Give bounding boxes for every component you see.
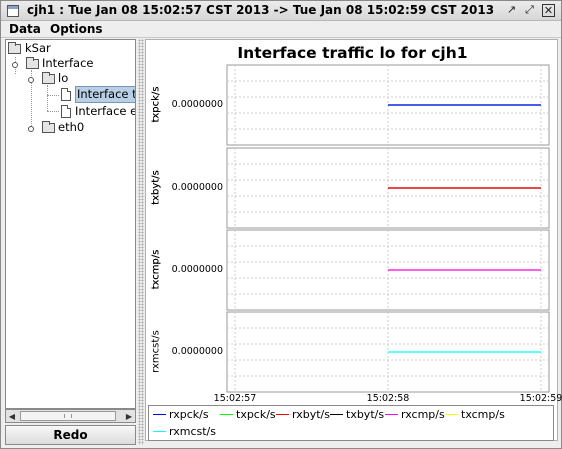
tree-item-label: lo (58, 71, 69, 85)
restore-icon[interactable]: ↗ (506, 3, 517, 16)
scroll-thumb[interactable] (20, 411, 116, 421)
legend-swatch (153, 413, 166, 415)
tree-horizontal-scrollbar[interactable]: ◀ ▶ (5, 409, 136, 423)
x-tick-label: 15:02:58 (366, 393, 410, 404)
legend-label: rxmcst/s (169, 425, 216, 438)
file-icon (61, 88, 71, 101)
y-axis-label-overlay: rxpck/s (150, 86, 162, 123)
legend-swatch (385, 413, 398, 415)
y-axis-label-overlay: rxcmp/s (150, 249, 162, 290)
folder-icon (42, 121, 55, 133)
legend-swatch (220, 413, 233, 415)
tree-item-label: Interface err (75, 104, 135, 118)
tree-toggle-icon[interactable] (28, 124, 35, 132)
y-tick-label: 0.0000000 (171, 182, 223, 193)
window-icon[interactable] (7, 5, 19, 17)
tree-item-label: Interface (42, 56, 94, 70)
chart-plot-area (226, 64, 550, 393)
window-title: cjh1 : Tue Jan 08 15:02:57 CST 2013 -> T… (27, 3, 495, 17)
chart-legend: rxpck/s txpck/s rxbyt/s txbyt/s rxcmp/s txcmp… (148, 405, 554, 441)
legend-label: txpck/s (236, 408, 276, 421)
menu-data[interactable]: Data (9, 22, 41, 36)
legend-item: txcmp/s (445, 408, 505, 421)
legend-item: rxmcst/s (153, 425, 216, 438)
file-icon (61, 105, 71, 118)
chart-title: Interface traffic lo for cjh1 (237, 44, 468, 62)
chart-panel: Interface traffic lo for cjh1 0.0000000 t… (145, 39, 562, 441)
menu-bar: Data Options (1, 21, 561, 38)
maximize-icon[interactable]: ⤢ (525, 3, 534, 16)
tree-item-interface[interactable]: Interface (8, 56, 128, 71)
tree-connector (47, 95, 59, 96)
tree-item-label: kSar (25, 41, 51, 55)
y-tick-label: 0.0000000 (171, 99, 223, 110)
tree-toggle-icon[interactable] (12, 60, 19, 68)
x-tick-label: 15:02:59 (519, 393, 562, 404)
tree-item-label: eth0 (58, 120, 85, 134)
split-pane-divider[interactable] (138, 39, 144, 445)
tree-item-interface-traffic[interactable]: Interface tra (8, 86, 135, 103)
legend-label: txcmp/s (461, 408, 505, 421)
x-tick-label: 15:02:57 (213, 393, 257, 404)
tree-item-label: Interface tra (75, 86, 135, 103)
title-bar[interactable]: cjh1 : Tue Jan 08 15:02:57 CST 2013 -> T… (1, 1, 561, 21)
legend-item: txbyt/s (330, 408, 384, 421)
tree-connector (47, 85, 48, 111)
y-axis-label-overlay: rxbyt/s (150, 170, 162, 205)
folder-icon (8, 42, 21, 54)
tree-item-interface-errors[interactable]: Interface err (8, 104, 135, 119)
legend-item: txpck/s (220, 408, 276, 421)
legend-label: rxpck/s (169, 408, 209, 421)
tree-connector (31, 70, 32, 126)
legend-swatch (445, 413, 458, 415)
menu-options[interactable]: Options (50, 22, 103, 36)
folder-icon (42, 72, 55, 84)
legend-label: rxbyt/s (292, 408, 330, 421)
folder-icon (26, 57, 39, 69)
tree-item-ksar[interactable]: kSar (8, 41, 128, 56)
tree-item-eth0[interactable]: eth0 (8, 120, 128, 135)
legend-label: rxcmp/s (401, 408, 445, 421)
redo-button[interactable]: Redo (5, 425, 136, 445)
legend-item: rxpck/s (153, 408, 209, 421)
legend-swatch (153, 430, 166, 432)
scroll-right-icon[interactable]: ▶ (125, 412, 133, 421)
legend-label: txbyt/s (346, 408, 385, 421)
tree-item-lo[interactable]: lo (8, 71, 128, 86)
y-axis-label: rxmcst/s (150, 330, 162, 373)
legend-item: rxcmp/s (385, 408, 445, 421)
tree-connector (47, 111, 59, 112)
close-icon[interactable]: ✕ (542, 4, 555, 17)
y-tick-label: 0.0000000 (171, 264, 223, 275)
legend-swatch (276, 413, 289, 415)
y-tick-label: 0.0000000 (171, 346, 223, 357)
tree-panel[interactable]: kSar Interface lo Interface tra Interfac… (5, 39, 136, 409)
scroll-left-icon[interactable]: ◀ (8, 412, 16, 421)
legend-item: rxbyt/s (276, 408, 330, 421)
tree-toggle-icon[interactable] (28, 75, 35, 83)
legend-swatch (330, 413, 343, 415)
